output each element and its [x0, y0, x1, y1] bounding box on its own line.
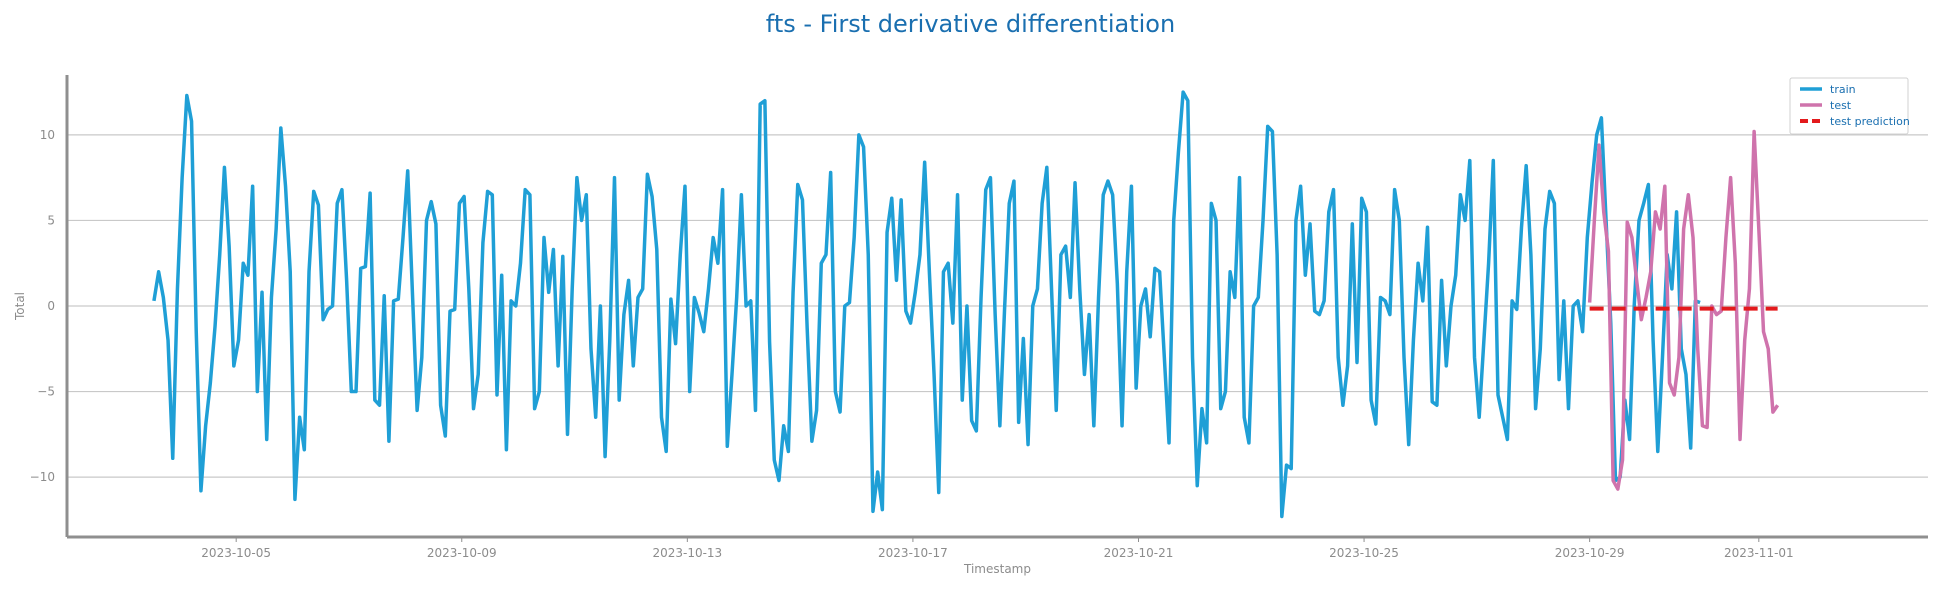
y-axis-label: Total — [13, 292, 27, 321]
x-tick-label: 2023-10-17 — [878, 546, 948, 560]
legend: train test test prediction — [1789, 77, 1910, 135]
legend-label: test prediction — [1830, 115, 1910, 128]
y-tick-label: −10 — [30, 470, 55, 484]
x-axis-label: Timestamp — [963, 562, 1031, 576]
x-tick-label: 2023-10-05 — [201, 546, 271, 560]
series-layer — [152, 90, 1780, 519]
series-line-train — [152, 90, 1701, 519]
x-tick-label: 2023-10-13 — [652, 546, 722, 560]
y-tick-label: −5 — [37, 385, 55, 399]
series-line-test — [1587, 129, 1780, 491]
legend-label: train — [1830, 83, 1856, 96]
y-tick-label: 0 — [47, 299, 55, 313]
x-tick-label: 2023-10-29 — [1555, 546, 1625, 560]
y-tick-label: 10 — [40, 128, 55, 142]
tick-labels: −10 −5 0 5 10 2023-10-05 2023-10-09 2023-10-13 2… — [30, 128, 1794, 560]
x-tick-label: 2023-10-21 — [1104, 546, 1174, 560]
x-tick-label: 2023-11-01 — [1724, 546, 1794, 560]
y-tick-label: 5 — [47, 213, 55, 227]
axes — [65, 75, 1928, 542]
legend-label: test — [1830, 99, 1852, 112]
x-tick-label: 2023-10-09 — [427, 546, 497, 560]
chart-title: fts - First derivative differentiation — [765, 10, 1176, 38]
x-tick-label: 2023-10-25 — [1329, 546, 1399, 560]
